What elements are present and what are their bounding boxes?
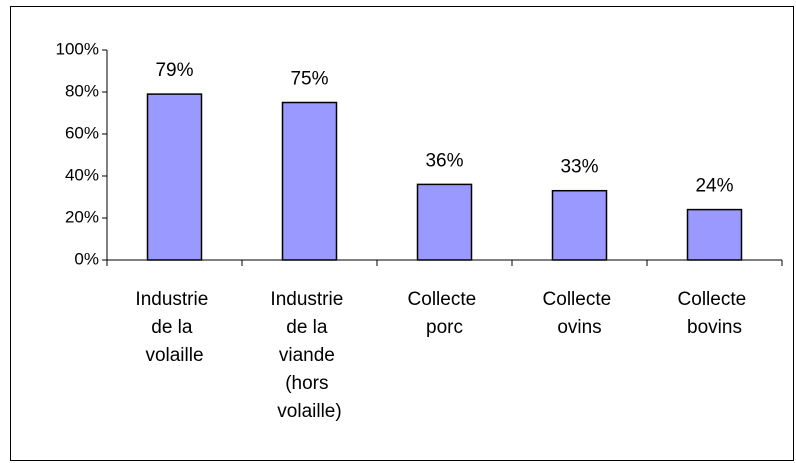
x-tick-line: (hors <box>285 373 334 394</box>
y-tick-label: 100% <box>56 39 99 58</box>
x-tick-line: volaille) <box>277 401 341 422</box>
x-tick-line: Industrie <box>270 289 348 310</box>
x-tick-line: ovins <box>557 317 601 338</box>
x-tick-label: Industrie de la volaille <box>135 289 213 366</box>
x-tick-line: de la <box>286 317 332 338</box>
bar <box>551 189 608 261</box>
x-tick-line: Collecte <box>408 289 482 310</box>
x-tick-label: Collecte porc <box>408 289 482 338</box>
y-tick-label: 0% <box>74 249 99 268</box>
x-tick-line: porc <box>426 317 463 338</box>
x-tick-line: Collecte <box>678 289 752 310</box>
data-label: 79% <box>155 60 193 81</box>
x-tick-line: de la <box>151 317 197 338</box>
bar <box>146 93 203 261</box>
data-label: 36% <box>425 150 463 171</box>
y-tick-label: 80% <box>65 81 99 100</box>
data-label: 75% <box>290 69 328 90</box>
bar <box>281 101 338 261</box>
x-tick-line: viande <box>279 345 340 366</box>
x-tick-line: Collecte <box>543 289 617 310</box>
data-label: 33% <box>560 157 598 178</box>
y-tick-label: 40% <box>65 165 99 184</box>
bar <box>416 183 473 261</box>
x-tick-label: Industrie de la viande (hors volaille) <box>270 289 348 422</box>
data-label: 24% <box>695 176 733 197</box>
x-tick-line: bovins <box>687 317 742 338</box>
y-tick-label: 60% <box>65 123 99 142</box>
chart-frame <box>10 6 794 461</box>
bar <box>686 208 743 261</box>
x-tick-label: Collecte ovins <box>543 289 617 338</box>
x-tick-line: Industrie <box>135 289 213 310</box>
y-tick-label: 20% <box>65 207 99 226</box>
x-tick-label: Collecte bovins <box>678 289 752 338</box>
x-tick-line: volaille <box>145 345 203 366</box>
